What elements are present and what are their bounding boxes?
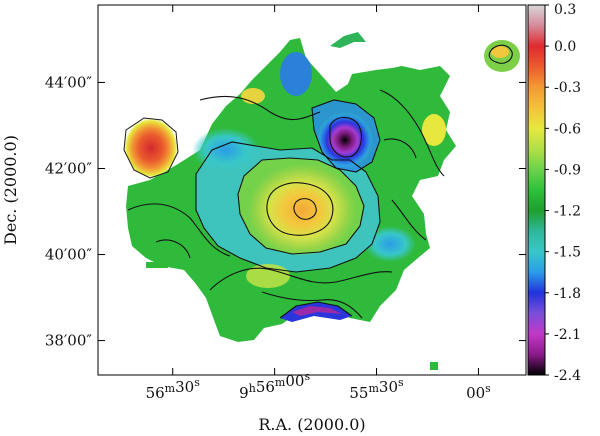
y-tick-label: 38′00″ xyxy=(45,332,93,350)
colorbar-tick-label: -0.3 xyxy=(554,80,581,96)
map-isolated-pixel xyxy=(430,362,438,370)
colorbar-tick-label: 0.0 xyxy=(554,39,576,55)
map-central-maximum xyxy=(248,164,356,256)
map-lower-yellow-blob xyxy=(246,264,290,288)
y-tick-label: 40′00″ xyxy=(45,246,93,264)
intensity-map xyxy=(123,32,520,370)
colorbar-tick-label: -0.6 xyxy=(554,121,581,137)
x-tick-label: 00s xyxy=(466,382,491,402)
x-axis-title: R.A. (2000.0) xyxy=(258,415,365,434)
x-tick-label: 56m30s xyxy=(146,376,201,402)
map-teal-patch-nw xyxy=(192,128,260,172)
map-southern-minimum-core xyxy=(292,306,342,316)
colorbar-tick-label: -1.5 xyxy=(554,245,581,261)
map-left-fragment xyxy=(146,262,168,268)
y-tick-label: 44′00″ xyxy=(45,73,93,91)
plot-frame xyxy=(97,4,527,376)
map-teal-patch-se xyxy=(364,226,416,262)
map-upper-yellow-blob xyxy=(241,88,265,104)
map-northern-arc xyxy=(330,32,366,48)
colorbar-tick-label: -2.4 xyxy=(554,368,581,384)
y-tick-label: 42′00″ xyxy=(45,159,93,177)
colorbar-tick-label: -0.9 xyxy=(554,162,581,178)
map-northeast-blob-core xyxy=(491,46,509,58)
colorbar xyxy=(527,4,546,376)
colorbar-tick-label: 0.3 xyxy=(554,2,576,18)
map-western-peak-edge xyxy=(123,117,179,179)
map-western-peak xyxy=(124,118,178,178)
y-axis-title: Dec. (2000.0) xyxy=(1,135,20,245)
contour-lines xyxy=(127,44,513,319)
map-right-yellow-blob xyxy=(422,114,446,146)
y-axis: 44′00″ 42′00″ 40′00″ 38′00″ xyxy=(45,73,526,350)
x-axis: 56m30s 9h56m00s 55m30s 00s xyxy=(146,5,491,402)
colorbar-tick-label: -1.8 xyxy=(554,286,581,302)
x-tick-label: 55m30s xyxy=(349,376,404,402)
x-tick-label: 9h56m00s xyxy=(239,370,310,402)
map-teal-patch-n xyxy=(280,52,312,96)
colorbar-tick-label: -2.1 xyxy=(554,327,581,343)
colorbar-tick-label: -1.2 xyxy=(554,204,581,220)
colorbar-ticks: 0.3 0.0 -0.3 -0.6 -0.9 -1.2 -1.5 -1.8 -2.1 -2.4 xyxy=(545,2,581,384)
